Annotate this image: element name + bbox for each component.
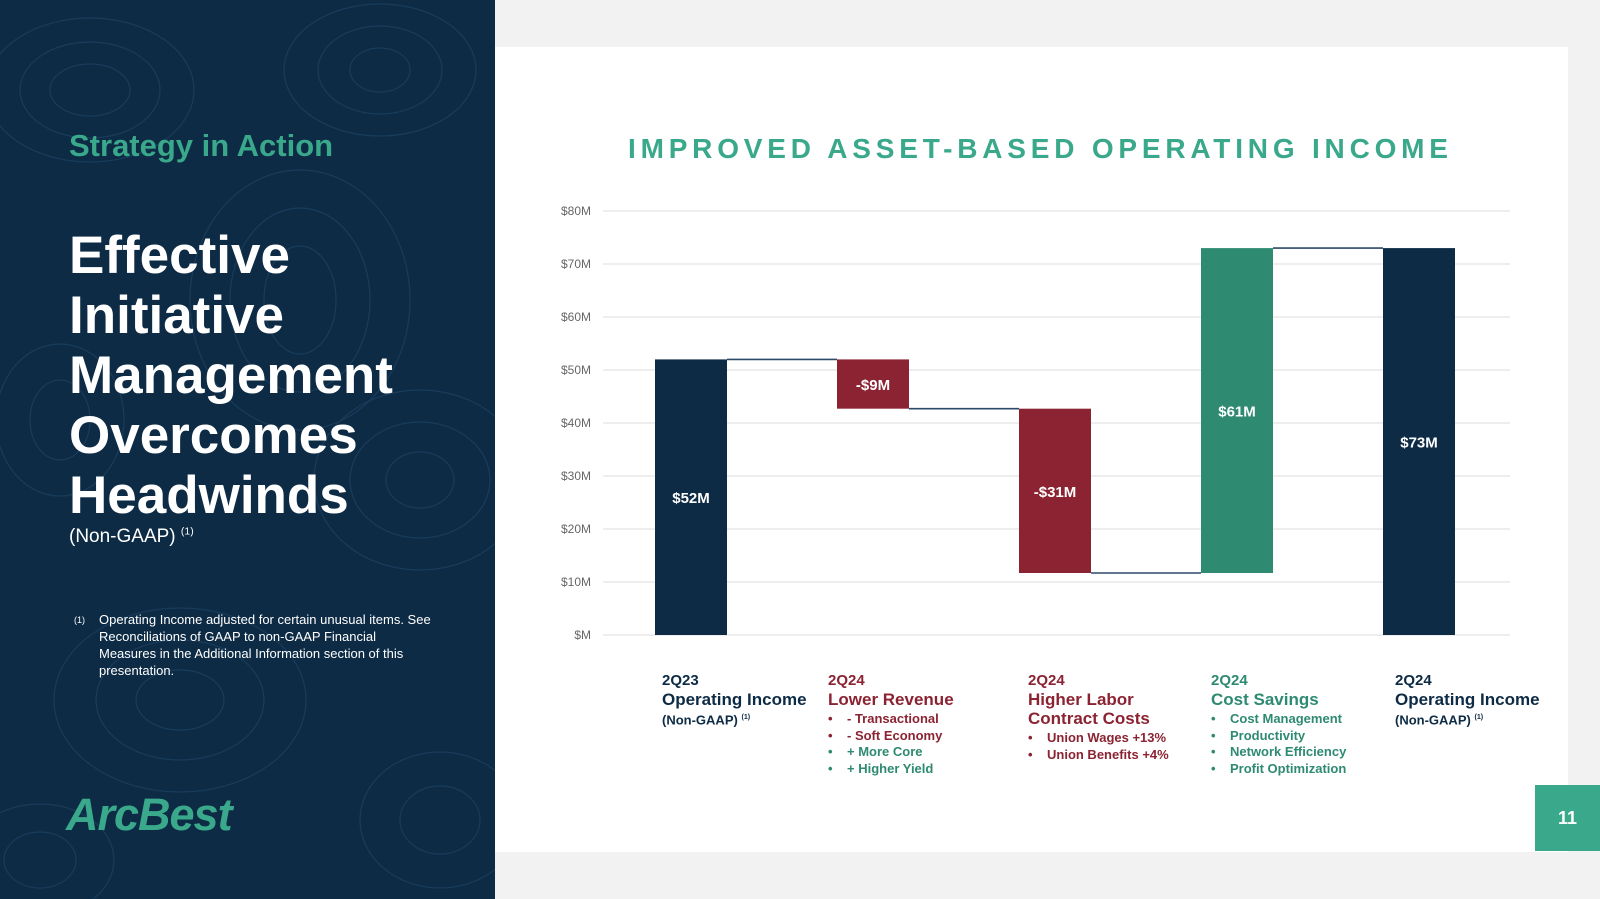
left-panel: Strategy in Action Effective Initiative …: [0, 0, 495, 899]
category-bullet: + More Core: [828, 744, 954, 761]
bar-value-label: $61M: [1218, 404, 1256, 421]
section-subtitle: Strategy in Action: [69, 128, 334, 163]
headline-line: Management: [69, 346, 393, 405]
category-non-gaap: (Non-GAAP) (1): [662, 712, 751, 728]
footnote-ref: (1): [180, 526, 194, 538]
category-name: Operating Income: [662, 690, 807, 709]
category-year: 2Q23: [662, 672, 699, 689]
y-tick-label: $70M: [561, 257, 591, 271]
category-bullet: Profit Optimization: [1211, 761, 1346, 778]
footnote: (1) Operating Income adjusted for certai…: [74, 611, 434, 679]
category-bullet: Cost Management: [1211, 711, 1346, 728]
category-year: 2Q24: [828, 672, 865, 689]
topographic-background: [0, 3, 495, 899]
category-bullet: Union Wages +13%: [1028, 730, 1169, 747]
bar: [1019, 408, 1091, 573]
category-bullet: Network Efficiency: [1211, 744, 1346, 761]
y-tick-label: $50M: [561, 363, 591, 377]
category-year: 2Q24: [1395, 672, 1432, 689]
category-bullet: Productivity: [1211, 728, 1346, 745]
category-name: Lower Revenue: [828, 690, 954, 709]
bar-value-label: -$9M: [856, 377, 890, 394]
category-bullets: Union Wages +13%Union Benefits +4%: [1028, 730, 1169, 763]
bars: [655, 248, 1455, 635]
headline-line: Overcomes: [69, 406, 358, 465]
category-non-gaap: (Non-GAAP) (1): [1395, 712, 1484, 728]
chart-title: IMPROVED ASSET-BASED OPERATING INCOME: [628, 133, 1453, 164]
bar-value-label: $73M: [1400, 435, 1438, 452]
bar-value-label: -$31M: [1034, 484, 1077, 501]
y-tick-label: $M: [574, 628, 591, 642]
category-bullet: - Transactional: [828, 711, 954, 728]
y-tick-label: $20M: [561, 522, 591, 536]
y-tick-label: $80M: [561, 204, 591, 218]
footnote-marker: (1): [74, 615, 85, 625]
bar: [1201, 248, 1273, 573]
bar: [655, 359, 727, 635]
bar: [1383, 248, 1455, 635]
footnote-ref: (1): [1474, 713, 1484, 721]
category-bullets: - Transactional- Soft Economy+ More Core…: [828, 711, 954, 777]
non-gaap-label: (Non-GAAP) (1): [69, 526, 194, 548]
footnote-ref: (1): [741, 713, 751, 721]
bar: [837, 359, 909, 409]
category-bullet: - Soft Economy: [828, 728, 954, 745]
category-year: 2Q24: [1028, 672, 1065, 689]
page-number: 11: [1535, 785, 1600, 851]
category-bullets: Cost ManagementProductivityNetwork Effic…: [1211, 711, 1346, 777]
page-headline: Effective Initiative Management Overcome…: [69, 226, 393, 526]
headline-line: Initiative: [69, 286, 285, 345]
category-bullet: Union Benefits +4%: [1028, 747, 1169, 764]
category-bullet: + Higher Yield: [828, 761, 954, 778]
category-label: 2Q24 Operating Income (Non-GAAP) (1): [1395, 671, 1540, 728]
y-tick-label: $30M: [561, 469, 591, 483]
headline-line: Headwinds: [69, 466, 349, 525]
connector-lines: [727, 247, 1383, 574]
category-name: Higher Labor: [1028, 690, 1134, 709]
category-name: Contract Costs: [1028, 709, 1150, 728]
bar-value-label: $52M: [672, 490, 710, 507]
category-name: Cost Savings: [1211, 690, 1319, 709]
y-axis-ticks: $80M $70M $60M $50M $40M $30M $20M $10M $M: [561, 204, 591, 642]
headline-line: Effective: [69, 226, 290, 285]
category-label: 2Q23 Operating Income (Non-GAAP) (1): [662, 671, 807, 728]
bar-labels: $52M -$9M -$31M $61M $73M: [672, 377, 1438, 507]
non-gaap-text: (Non-GAAP): [69, 526, 176, 547]
footnote-text: Operating Income adjusted for certain un…: [99, 612, 431, 678]
y-tick-label: $60M: [561, 310, 591, 324]
y-tick-label: $40M: [561, 416, 591, 430]
category-year: 2Q24: [1211, 672, 1248, 689]
category-name: Operating Income: [1395, 690, 1540, 709]
arcbest-logo: ArcBest: [66, 789, 233, 840]
gridlines: [603, 210, 1510, 636]
y-tick-label: $10M: [561, 575, 591, 589]
